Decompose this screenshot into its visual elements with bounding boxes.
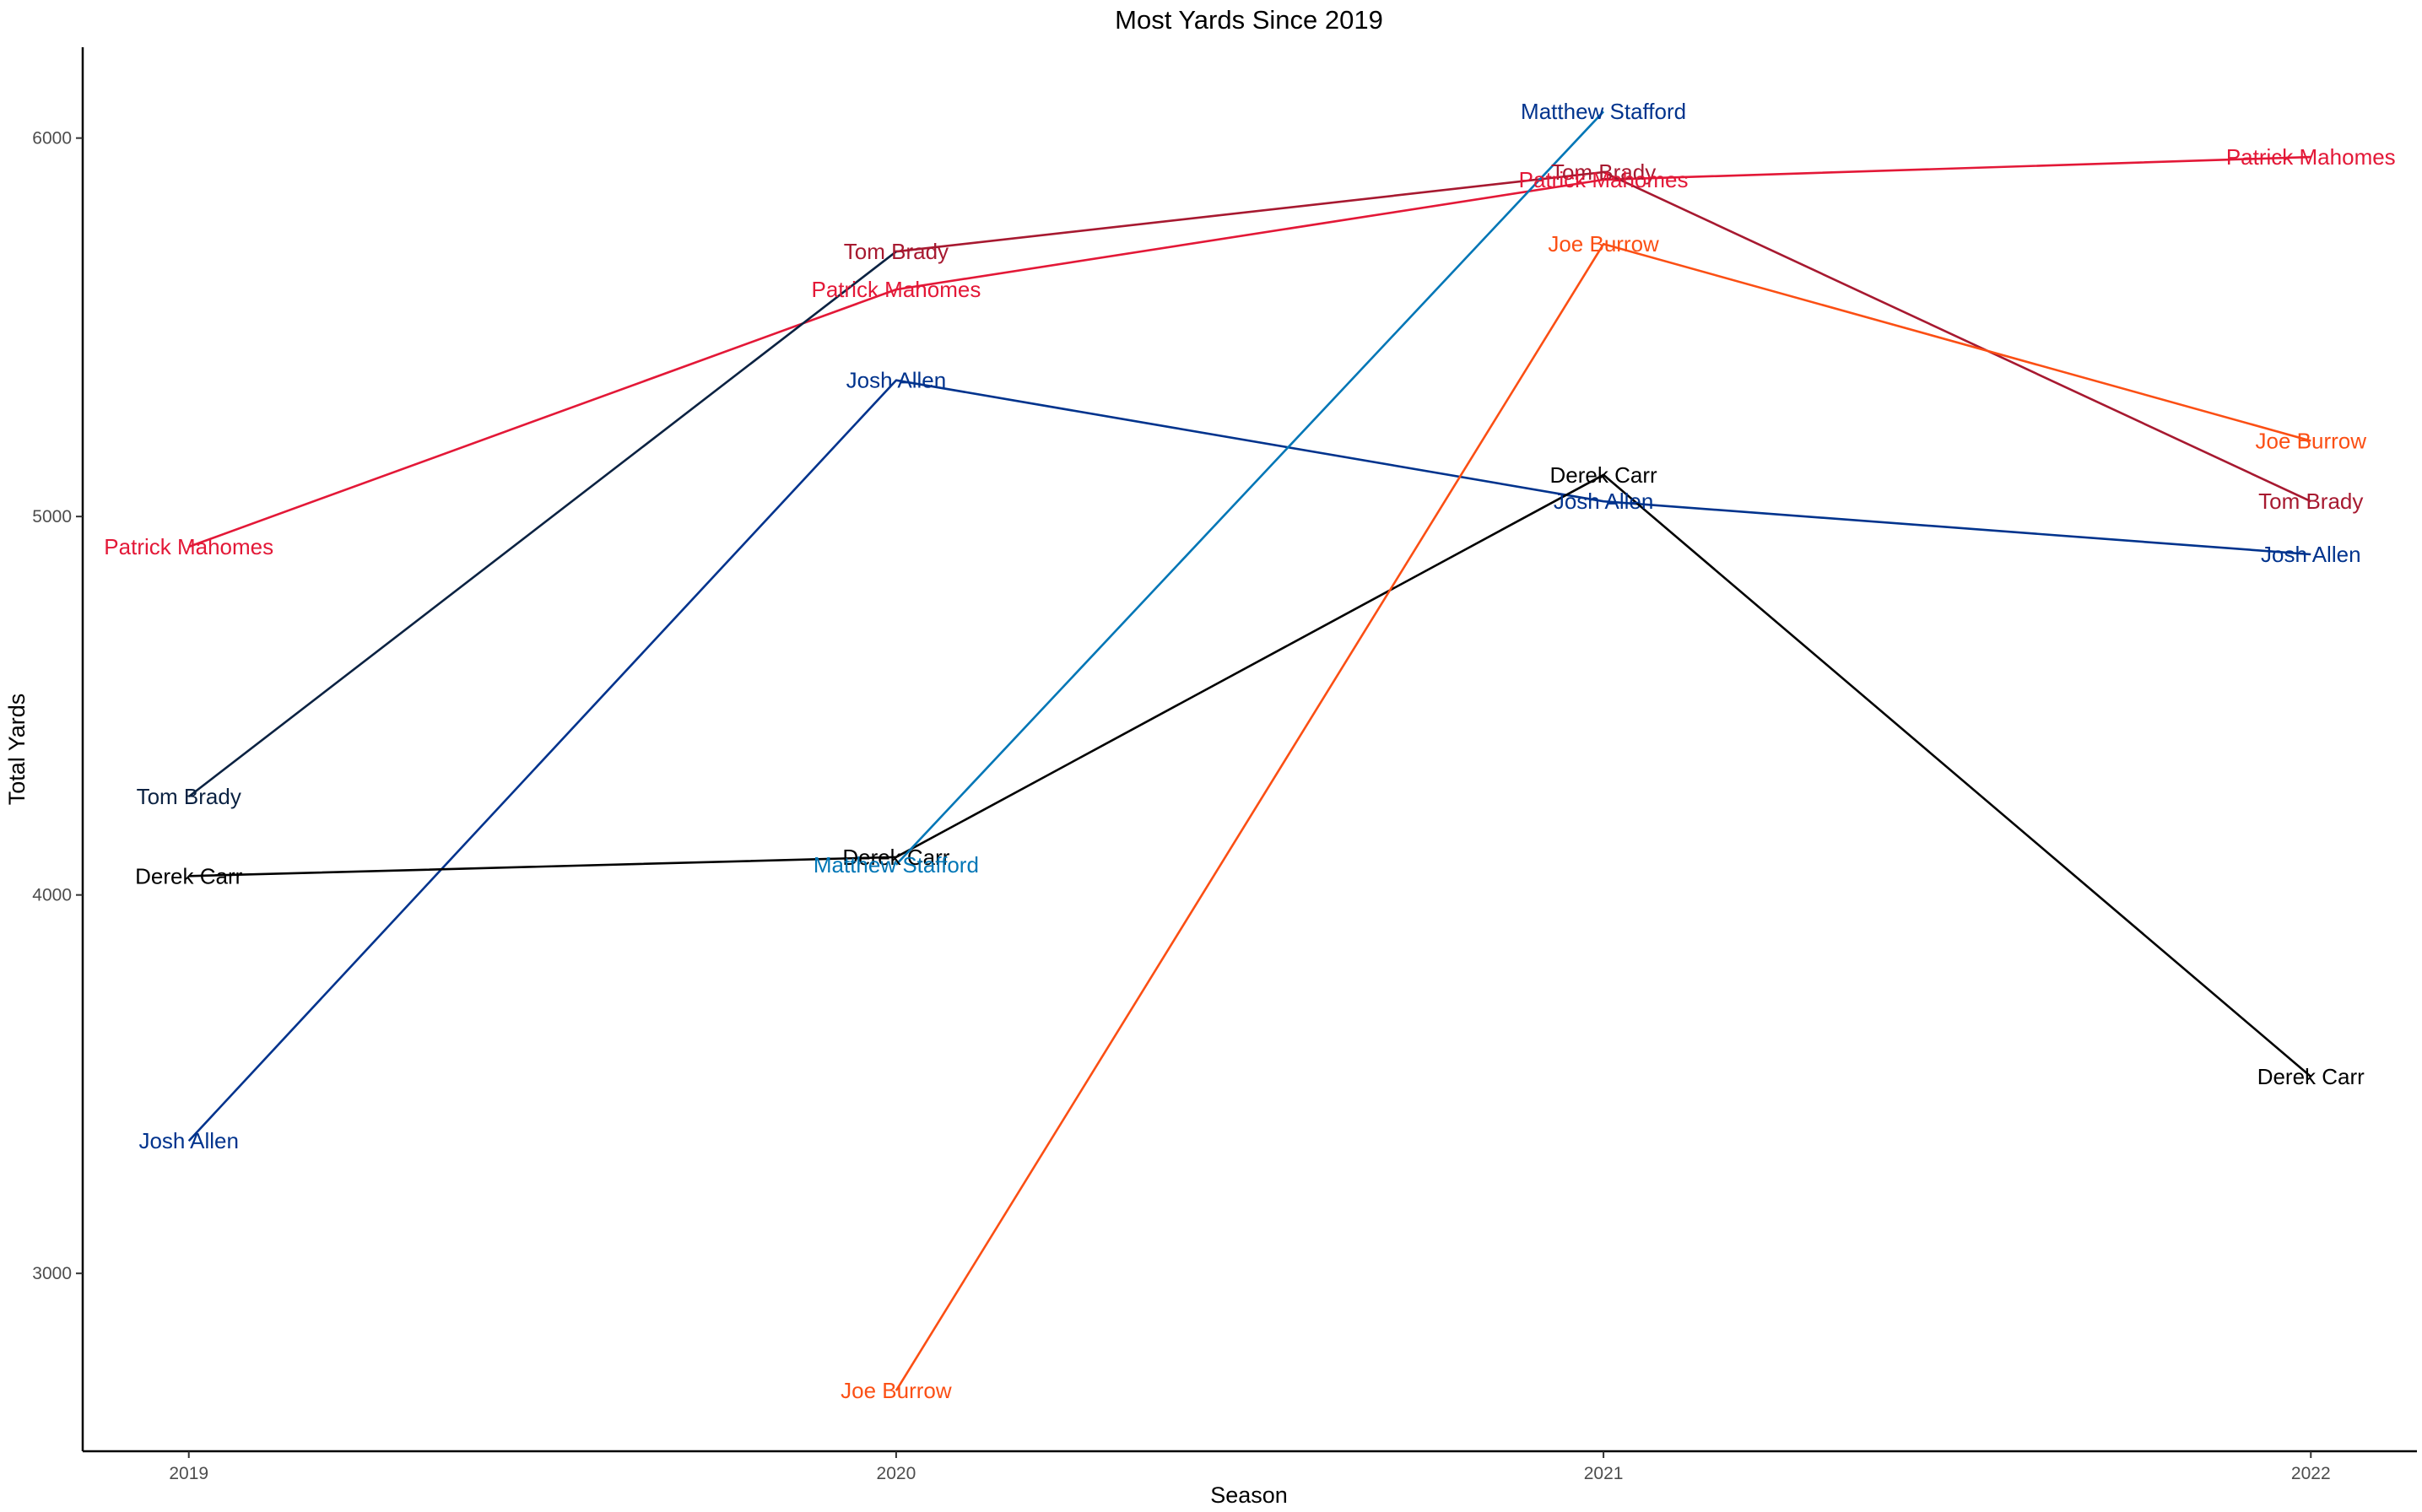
series-line-patrick-mahomes: [188, 155, 2311, 548]
point-label: Joe Burrow: [1548, 231, 1659, 256]
point-label: Patrick Mahomes: [104, 534, 273, 559]
point-label: Matthew Stafford: [814, 852, 979, 878]
series-line-joe-burrow: [895, 242, 2311, 1391]
series-line-tom-brady: [895, 170, 2311, 503]
x-axis-ticks: 2019 2020 2021 2022: [169, 1451, 2331, 1483]
x-tick-label: 2022: [2291, 1464, 2331, 1483]
point-label: Josh Allen: [1554, 489, 1654, 514]
y-tick-label: 6000: [32, 129, 72, 148]
series-line-josh-allen: [187, 379, 2311, 1142]
point-label: Tom Brady: [137, 784, 241, 809]
point-label: Josh Allen: [138, 1128, 239, 1153]
point-label: Derek Carr: [2257, 1064, 2365, 1089]
point-label: Joe Burrow: [841, 1378, 952, 1403]
point-label: Derek Carr: [842, 845, 949, 870]
x-tick-label: 2019: [169, 1464, 208, 1483]
x-axis-title: Season: [1210, 1482, 1288, 1508]
y-axis-ticks: 3000 4000 5000 6000: [32, 129, 83, 1283]
y-tick-label: 3000: [32, 1264, 72, 1283]
point-label: Josh Allen: [846, 368, 947, 393]
plot-area: 3000 4000 5000 6000 2019 2020 2021 2022 Patric…: [32, 47, 2417, 1483]
y-tick-label: 5000: [32, 507, 72, 526]
series-line-matthew-stafford: [895, 111, 1605, 866]
point-label: Tom Brady: [844, 239, 949, 264]
series-lines: [187, 111, 2312, 1391]
y-axis-title: Total Yards: [4, 694, 30, 806]
series-line-tom-brady: [187, 251, 897, 798]
point-label: Tom Brady: [1551, 159, 1656, 185]
point-label: Patrick Mahomes: [2226, 144, 2396, 170]
point-label: Josh Allen: [2261, 542, 2361, 567]
chart-title: Most Yards Since 2019: [1115, 5, 1383, 35]
x-tick-label: 2021: [1584, 1464, 1624, 1483]
y-tick-label: 4000: [32, 886, 72, 905]
x-tick-label: 2020: [877, 1464, 916, 1483]
point-label: Derek Carr: [1550, 462, 1657, 488]
point-label: Patrick Mahomes: [1519, 167, 1689, 192]
point-label: Tom Brady: [2258, 489, 2363, 514]
point-label: Patrick Mahomes: [811, 277, 981, 302]
point-label: Joe Burrow: [2256, 428, 2367, 453]
point-label: Derek Carr: [135, 863, 242, 888]
series-line-derek-carr: [188, 473, 2312, 1077]
point-label: Matthew Stafford: [1521, 99, 1686, 124]
